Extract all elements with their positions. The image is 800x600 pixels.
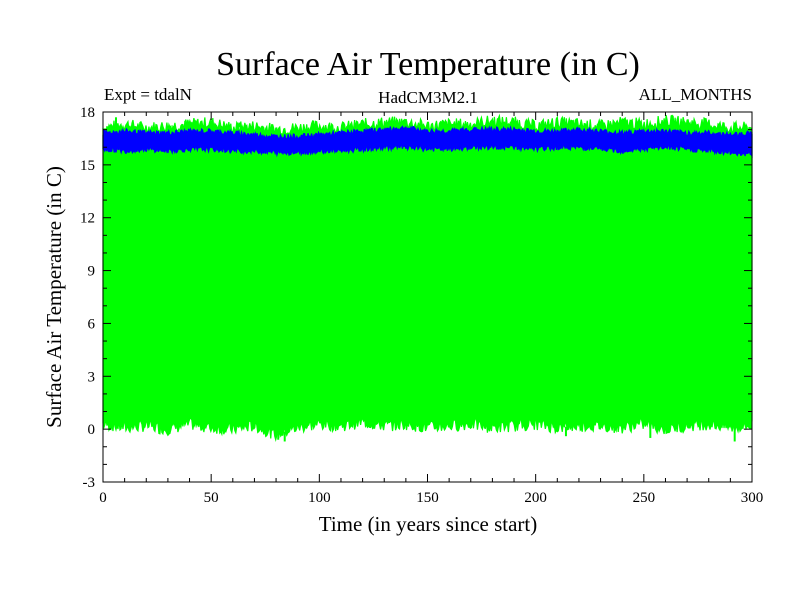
x-tick-label: 100 — [308, 490, 331, 506]
x-tick-label: 150 — [416, 490, 439, 506]
x-tick-label: 50 — [204, 490, 219, 506]
y-tick-label: 12 — [80, 211, 95, 227]
y-tick-label: 3 — [88, 369, 96, 385]
x-axis-label: Time (in years since start) — [319, 512, 538, 536]
series-band-monthly — [102, 113, 753, 442]
y-axis-label: Surface Air Temperature (in C) — [42, 166, 66, 428]
y-tick-label: 15 — [80, 158, 95, 174]
months-label: ALL_MONTHS — [639, 85, 752, 104]
series-monthly — [102, 113, 753, 442]
model-label: HadCM3M2.1 — [378, 88, 478, 107]
x-tick-label: 200 — [524, 490, 547, 506]
y-tick-label: 18 — [80, 105, 95, 121]
y-axis: -3 0 3 6 9 12 15 18 — [80, 105, 752, 491]
expt-label: Expt = tdalN — [104, 85, 192, 104]
plot-area — [102, 113, 753, 442]
y-tick-label: -3 — [83, 475, 96, 491]
x-tick-label: 0 — [99, 490, 107, 506]
chart-title: Surface Air Temperature (in C) — [216, 46, 640, 83]
x-tick-label: 300 — [741, 490, 764, 506]
y-tick-label: 0 — [88, 422, 96, 438]
x-axis: 0 50 100 150 200 250 300 — [99, 112, 763, 506]
x-tick-label: 250 — [633, 490, 656, 506]
y-tick-label: 9 — [88, 264, 96, 280]
y-tick-label: 6 — [88, 316, 96, 332]
